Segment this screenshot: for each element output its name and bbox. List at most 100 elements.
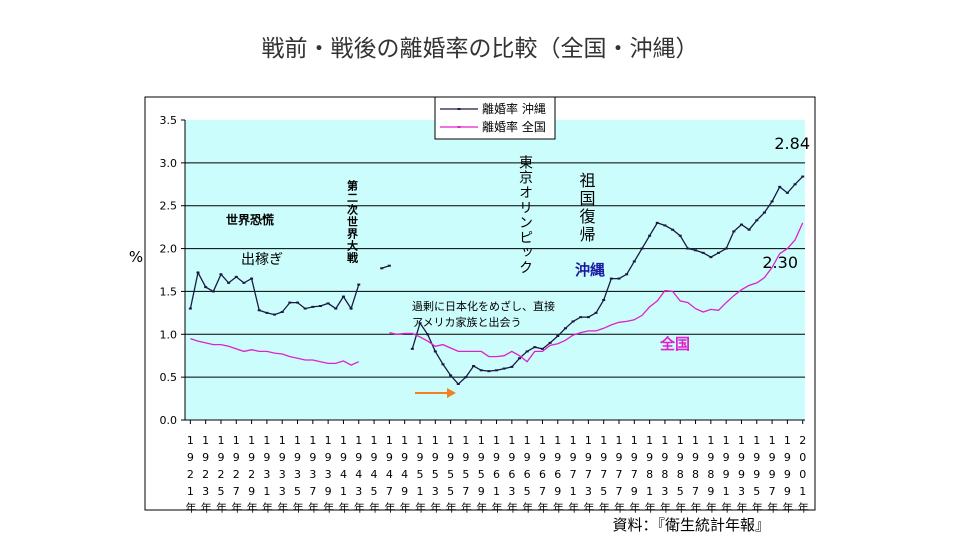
x-tick-label: 1927年 <box>230 434 243 517</box>
point-marker <box>594 311 598 314</box>
x-tick-label: 1981年 <box>643 434 656 517</box>
point-marker <box>801 175 805 178</box>
plot-background <box>185 120 805 420</box>
x-tick-label: 1923年 <box>199 434 212 517</box>
point-marker <box>525 350 529 353</box>
point-marker <box>717 251 721 254</box>
point-marker <box>709 256 713 259</box>
point-marker <box>472 365 476 367</box>
x-tick-label: 1973年 <box>582 434 595 517</box>
point-marker <box>456 383 460 385</box>
x-tick-label: 1955年 <box>444 434 457 517</box>
point-marker <box>280 311 284 313</box>
x-tick-label: 1987年 <box>689 434 702 517</box>
point-marker <box>556 335 560 337</box>
point-marker <box>563 327 567 330</box>
point-marker <box>219 273 223 276</box>
point-marker <box>449 374 453 377</box>
x-tick-label: 1933年 <box>276 434 289 517</box>
point-marker <box>211 290 215 293</box>
arrow-head <box>447 388 456 398</box>
series-line <box>190 222 804 366</box>
point-marker <box>617 277 621 280</box>
x-tick-label: 1967年 <box>536 434 549 517</box>
point-marker <box>188 307 192 310</box>
x-tick-label: 1939年 <box>322 434 335 517</box>
point-marker <box>487 370 491 373</box>
annotation: 東京オリンピック <box>517 155 533 275</box>
plot-area <box>184 120 805 421</box>
point-marker <box>380 267 384 270</box>
y-tick-label: 3.0 <box>160 157 178 170</box>
point-marker <box>625 273 629 276</box>
point-marker <box>318 305 322 307</box>
y-axis-label: % <box>129 248 143 266</box>
point-marker <box>793 183 797 186</box>
series-label: 全国 <box>659 335 690 353</box>
point-marker <box>234 275 238 278</box>
x-tick-label: 1931年 <box>260 434 273 517</box>
x-tick-label: 1959年 <box>475 434 488 517</box>
point-marker <box>540 347 544 350</box>
point-marker <box>334 307 338 310</box>
point-marker <box>265 311 269 314</box>
point-marker <box>571 320 575 323</box>
point-marker <box>640 247 644 250</box>
legend-label: 離婚率 全国 <box>482 119 546 134</box>
point-marker <box>778 185 782 188</box>
annotation: アメリカ家族と出会う <box>412 315 521 329</box>
point-marker <box>326 302 330 305</box>
point-marker <box>785 191 789 194</box>
x-tick-label: 2001年 <box>796 434 809 517</box>
point-marker <box>701 251 705 254</box>
series-label: 沖縄 <box>575 261 605 279</box>
x-tick-label: 1921年 <box>184 434 197 517</box>
legend-box <box>434 96 556 140</box>
point-marker <box>357 283 361 286</box>
annotation: 世界恐慌 <box>226 212 274 227</box>
x-tick-label: 1949年 <box>398 434 411 517</box>
x-tick-label: 1995年 <box>750 434 763 517</box>
point-marker <box>663 224 667 227</box>
x-tick-label: 1991年 <box>720 434 733 517</box>
point-marker <box>755 219 759 222</box>
x-tick-label: 1935年 <box>291 434 304 517</box>
legend-marker <box>457 108 461 110</box>
point-marker <box>464 376 468 379</box>
point-marker <box>418 322 422 325</box>
y-tick-label: 0.5 <box>160 371 178 384</box>
x-tick-label: 1983年 <box>658 434 671 517</box>
point-marker <box>196 271 200 274</box>
point-marker <box>311 305 315 308</box>
data-label: 2.30 <box>762 253 798 272</box>
legend-label: 離婚率 沖縄 <box>482 101 546 116</box>
x-tick-label: 1999年 <box>781 434 794 517</box>
point-marker <box>762 211 766 214</box>
point-marker <box>747 228 751 231</box>
x-tick-label: 1971年 <box>567 434 580 517</box>
point-marker <box>410 347 414 350</box>
point-marker <box>510 365 514 368</box>
point-marker <box>609 277 613 280</box>
point-marker <box>204 286 208 289</box>
point-marker <box>678 234 682 237</box>
legend-marker <box>457 126 461 128</box>
y-tick-label: 1.0 <box>160 328 178 341</box>
data-label: 2.84 <box>774 134 810 153</box>
point-marker <box>770 200 774 203</box>
point-marker <box>227 281 231 284</box>
point-marker <box>586 316 590 319</box>
point-marker <box>257 309 261 312</box>
x-tick-label: 1937年 <box>306 434 319 517</box>
annotation: 第二次世界大戦 <box>346 179 359 264</box>
x-tick-label: 1941年 <box>337 434 350 517</box>
x-tick-label: 1985年 <box>674 434 687 517</box>
point-marker <box>686 247 690 250</box>
x-tick-label: 1951年 <box>413 434 426 517</box>
point-marker <box>387 264 391 267</box>
point-marker <box>303 307 307 310</box>
annotation: 祖国復帰 <box>577 172 596 244</box>
annotation: 過剰に日本化をめざし、直接 <box>412 299 555 313</box>
